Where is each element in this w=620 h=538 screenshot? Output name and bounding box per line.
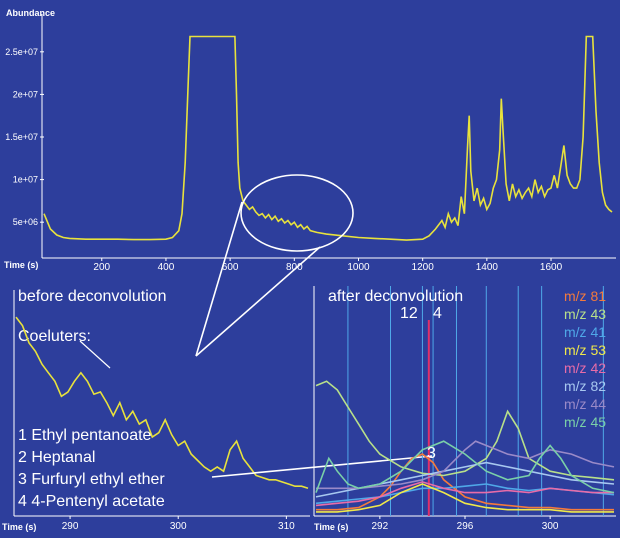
x-tick-label: 300	[542, 521, 559, 532]
deconvolved-trace	[315, 481, 614, 507]
zoom-line-left	[195, 201, 243, 357]
top-chromatogram-trace	[43, 35, 613, 241]
y-axis-label: Abundance	[6, 8, 55, 18]
compound-3-pointer	[211, 455, 433, 478]
x-tick-label: 1200	[412, 262, 435, 273]
y-tick-label: 2.5e+07	[5, 47, 38, 57]
before-deconvolution-title: before deconvolution	[18, 288, 167, 305]
before-deconvolution-trace	[15, 316, 309, 490]
x-tick-label: 292	[372, 521, 389, 532]
compound-2: 2 Heptanal	[18, 449, 95, 466]
coeluters-label: Coeluters:	[18, 328, 91, 345]
x-axis-label: Time (s)	[314, 522, 348, 532]
zoom-line-right	[195, 246, 321, 357]
legend-entry: m/z 53	[564, 342, 606, 358]
x-tick-label: 1000	[347, 262, 370, 273]
y-tick-label: 5e+06	[13, 217, 38, 227]
peak-label-3: 3	[427, 445, 436, 462]
peak-label-4: 4	[433, 305, 442, 322]
legend-entry: m/z 44	[564, 396, 606, 412]
top-chromatogram: Abundance 5e+061e+071.5e+072e+072.5e+07 …	[4, 8, 616, 357]
after-deconvolution-title: after deconvolution	[328, 288, 463, 305]
x-tick-label: 800	[286, 262, 303, 273]
x-axis-label: Time (s)	[2, 522, 36, 532]
compound-1: 1 Ethyl pentanoate	[18, 427, 152, 444]
legend-entry: m/z 42	[564, 360, 606, 376]
deconvolved-trace	[315, 461, 615, 498]
legend-entry: m/z 45	[564, 414, 606, 430]
x-tick-label: 600	[222, 262, 239, 273]
deconvolved-trace	[316, 440, 615, 490]
x-tick-label: 1600	[540, 262, 563, 273]
legend-entry: m/z 43	[564, 306, 606, 322]
legend-entry: m/z 82	[564, 378, 606, 394]
compound-4: 4 4-Pentenyl acetate	[18, 493, 165, 510]
legend-entry: m/z 41	[564, 324, 606, 340]
x-tick-label: 310	[278, 521, 295, 532]
compound-3: 3 Furfuryl ethyl ether	[18, 471, 165, 488]
x-tick-label: 1400	[476, 262, 499, 273]
mz-legend: m/z 81 m/z 43 m/z 41 m/z 53 m/z 42 m/z 82 m/z …	[564, 288, 606, 430]
zoom-ellipse	[240, 174, 354, 252]
y-tick-label: 2e+07	[13, 89, 38, 99]
before-deconvolution-panel: before deconvolution Coeluters: 290 300 31…	[2, 288, 433, 532]
x-tick-label: 400	[158, 262, 175, 273]
x-axis-label: Time (s)	[4, 260, 38, 270]
deconvolved-trace	[316, 483, 614, 513]
after-deconvolution-panel: after deconvolution 12 4 3 m/z 81m/z 43m…	[313, 286, 616, 532]
peak-label-1-2: 12	[400, 305, 418, 322]
y-tick-label: 1e+07	[13, 175, 38, 185]
x-tick-label: 200	[93, 262, 110, 273]
x-tick-label: 300	[170, 521, 187, 532]
y-tick-label: 1.5e+07	[5, 132, 38, 142]
deconvolved-trace	[315, 440, 615, 494]
deconvolved-trace	[315, 380, 615, 481]
legend-entry: m/z 81	[564, 288, 606, 304]
deconvolved-trace	[316, 453, 614, 511]
coeluters-pointer	[79, 340, 111, 369]
x-tick-label: 296	[457, 521, 474, 532]
x-tick-label: 290	[62, 521, 79, 532]
